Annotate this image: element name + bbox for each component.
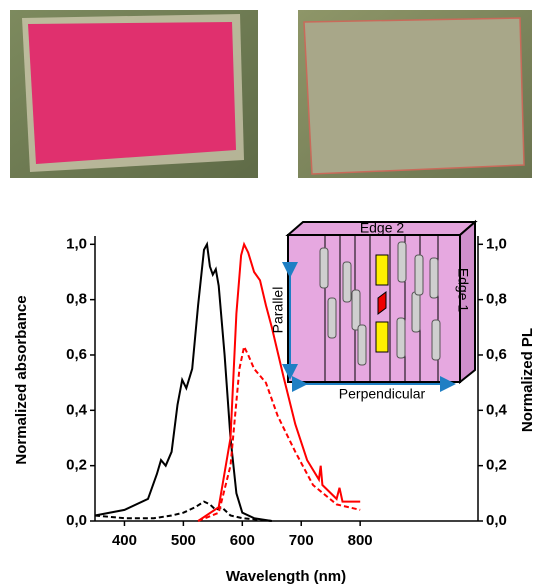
x-axis-label: Wavelength (nm) (226, 568, 346, 585)
x-tick-label: 500 (171, 532, 196, 549)
x-tick-label: 400 (112, 532, 137, 549)
annotation: Edge 1 (455, 268, 471, 313)
line-series (197, 241, 361, 522)
inset: Edge 2 Edge 1 Parallel Perpendicular (270, 220, 478, 402)
x-tick-label: 600 (230, 532, 255, 549)
y-tick-label: 0,2 (66, 457, 87, 474)
y-tick-label: 0,6 (66, 346, 87, 363)
y2-tick-label: 1,0 (486, 235, 507, 252)
y2-axis-label: Normalized PL (519, 328, 535, 432)
y2-tick-label: 0,2 (486, 457, 507, 474)
annotation: Edge 2 (360, 220, 405, 236)
line-series (94, 500, 272, 522)
photo-left (10, 10, 258, 178)
y-tick-label: 0,0 (66, 512, 87, 529)
y2-tick-label: 0,8 (486, 291, 507, 308)
y-tick-label: 0,4 (66, 401, 88, 418)
line-series (94, 241, 272, 522)
y-tick-label: 1,0 (66, 235, 87, 252)
annotation: Perpendicular (339, 386, 426, 402)
y2-tick-label: 0,0 (486, 512, 507, 529)
line-series (197, 343, 361, 522)
y-axis-label: Normalized absorbance (13, 295, 30, 464)
y2-tick-label: 0,6 (486, 346, 507, 363)
y-tick-label: 0,8 (66, 291, 87, 308)
photo-right (298, 10, 532, 178)
y2-tick-label: 0,4 (486, 401, 508, 418)
x-tick-label: 700 (289, 532, 314, 549)
annotation: Parallel (270, 287, 286, 334)
x-tick-label: 800 (348, 532, 373, 549)
